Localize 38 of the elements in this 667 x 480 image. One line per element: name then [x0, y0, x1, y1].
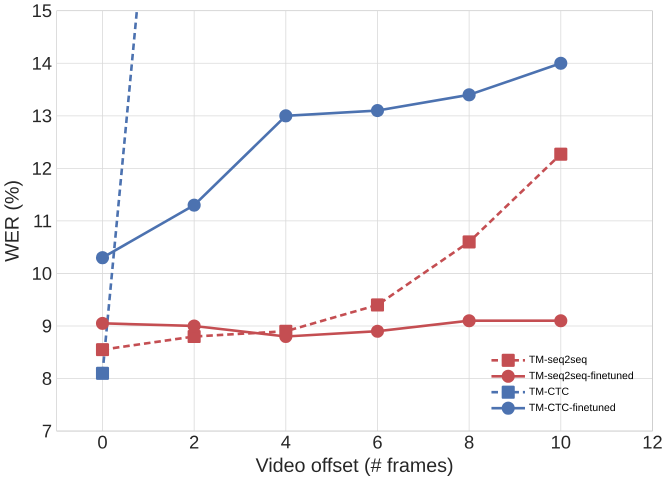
point [554, 147, 568, 161]
x-tick-label: 2 [190, 436, 198, 448]
y-axis-title: WER (%) [4, 181, 23, 262]
point [462, 235, 476, 248]
x-tick-label: 12 [644, 436, 662, 448]
point [554, 56, 568, 70]
x-tick-label: 0 [98, 436, 107, 449]
y-tick-label: 9 [42, 319, 52, 332]
legend-label: TM-seq2seq [529, 356, 586, 365]
y-tick-label: 7 [42, 424, 52, 438]
y-tick-label: 12 [33, 162, 52, 175]
legend-label: TM-CTC-finetuned [529, 403, 615, 411]
y-tick-label: 8 [42, 372, 52, 385]
legend-label: TM-CTC [529, 387, 569, 395]
point [96, 366, 110, 380]
y-tick-label: 13 [33, 109, 52, 122]
point [370, 324, 384, 338]
point [462, 314, 476, 328]
point [188, 330, 201, 343]
point [96, 342, 110, 356]
x-tick-label: 4 [281, 436, 290, 448]
y-tick-label: 10 [33, 266, 52, 280]
point [188, 198, 201, 212]
point [554, 314, 568, 328]
y-tick-label: 14 [33, 56, 52, 70]
x-tick-label: 10 [552, 436, 570, 449]
point [96, 250, 110, 264]
y-tick-label: 15 [33, 4, 52, 17]
point [370, 298, 384, 312]
point [96, 316, 110, 330]
point [279, 109, 292, 122]
point [370, 104, 384, 117]
x-tick-label: 8 [464, 436, 474, 449]
y-tick-label: 11 [34, 214, 52, 228]
x-axis-title: Video offset (# frames) [256, 458, 452, 476]
point [462, 88, 476, 102]
x-tick-label: 6 [373, 436, 382, 449]
legend-label: TM-seq2seq-finetuned [529, 371, 634, 382]
